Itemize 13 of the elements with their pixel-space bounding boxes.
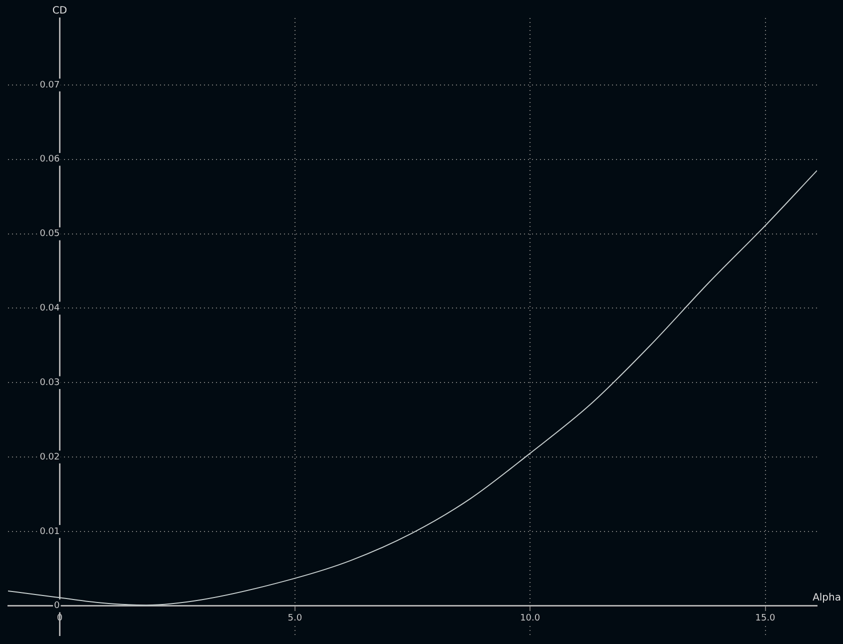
y-tick-label: 0.06	[40, 154, 60, 165]
y-tick-label: 0.05	[40, 229, 60, 240]
x-axis-title: Alpha	[812, 592, 841, 604]
y-tick-label: 0.02	[40, 452, 60, 462]
y-tick-label: 0.07	[40, 80, 60, 90]
x-tick-label: 5.0	[288, 614, 302, 624]
y-tick-label: 0	[54, 601, 60, 612]
y-tick-label: 0.03	[40, 378, 60, 388]
x-tick-label: 10.0	[520, 614, 540, 624]
y-tick-label: 0.04	[40, 304, 60, 314]
y-tick-label: 0.01	[40, 526, 60, 537]
x-tick-label: 15.0	[755, 614, 776, 624]
y-axis-title: CD	[52, 6, 68, 17]
